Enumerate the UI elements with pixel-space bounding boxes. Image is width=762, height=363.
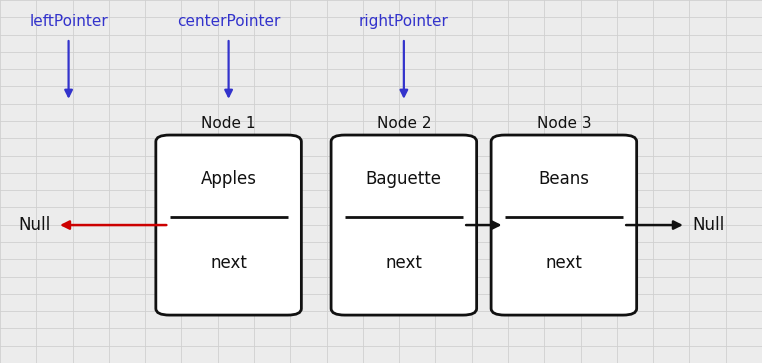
Text: Apples: Apples — [200, 170, 257, 188]
FancyBboxPatch shape — [331, 135, 477, 315]
Text: next: next — [546, 254, 582, 272]
Text: Null: Null — [693, 216, 725, 234]
Text: Node 2: Node 2 — [376, 116, 431, 131]
Text: next: next — [210, 254, 247, 272]
Text: Node 3: Node 3 — [536, 116, 591, 131]
Text: centerPointer: centerPointer — [177, 14, 280, 29]
FancyBboxPatch shape — [155, 135, 301, 315]
Text: Beans: Beans — [539, 170, 589, 188]
Text: leftPointer: leftPointer — [29, 14, 108, 29]
Text: Null: Null — [18, 216, 50, 234]
Text: rightPointer: rightPointer — [359, 14, 449, 29]
Text: next: next — [386, 254, 422, 272]
FancyBboxPatch shape — [491, 135, 636, 315]
Text: Node 1: Node 1 — [201, 116, 256, 131]
Text: Baguette: Baguette — [366, 170, 442, 188]
